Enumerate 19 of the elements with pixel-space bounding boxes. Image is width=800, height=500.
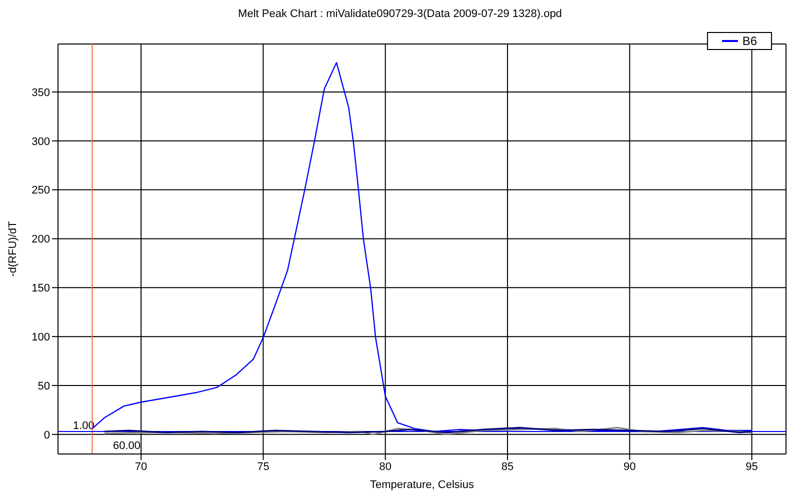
- x-tick-label: 90: [624, 460, 636, 473]
- x-tick-label: 95: [746, 460, 758, 473]
- y-tick-label: 350: [32, 86, 50, 99]
- x-tick-label: 85: [501, 460, 514, 473]
- x-tick-label: 80: [379, 460, 392, 473]
- chart-title: Melt Peak Chart : miValidate090729-3(Data 2009-07-29 1328).opd: [237, 8, 563, 22]
- y-axis-title: -d(RFU)/dT: [6, 220, 19, 277]
- y-tick-label: 250: [32, 184, 50, 197]
- x-tick-label: 70: [134, 460, 148, 473]
- y-tick-label: 300: [32, 136, 50, 148]
- y-tick-label: 150: [32, 282, 50, 295]
- x-tick-label: 75: [257, 460, 270, 473]
- annotation: 60.00: [112, 440, 142, 452]
- y-tick-label: 200: [32, 234, 50, 246]
- y-tick-label: 50: [38, 380, 50, 392]
- y-tick-label: 100: [32, 331, 50, 344]
- legend-label: B6: [741, 34, 757, 48]
- y-tick-label: 0: [44, 429, 50, 442]
- x-axis-title: Temperature, Celsius: [370, 479, 474, 491]
